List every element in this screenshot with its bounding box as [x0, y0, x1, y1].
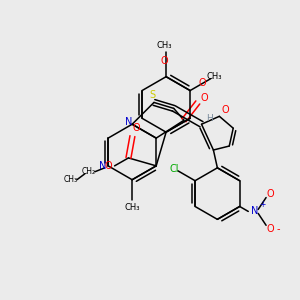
Text: N: N	[250, 206, 258, 216]
Text: O: O	[133, 123, 140, 133]
Text: -: -	[276, 224, 280, 234]
Text: CH₃: CH₃	[64, 175, 78, 184]
Text: O: O	[266, 224, 274, 234]
Text: CH₃: CH₃	[156, 41, 172, 50]
Text: H: H	[206, 114, 213, 123]
Text: O: O	[199, 78, 206, 88]
Text: O: O	[266, 189, 274, 199]
Text: N: N	[124, 117, 132, 127]
Text: S: S	[149, 89, 155, 100]
Text: CH₃: CH₃	[207, 72, 222, 81]
Text: Cl: Cl	[169, 164, 179, 174]
Text: N: N	[98, 161, 106, 171]
Text: O: O	[160, 56, 168, 66]
Text: O: O	[221, 105, 229, 116]
Text: +: +	[259, 200, 265, 209]
Text: CH₂: CH₂	[82, 167, 96, 176]
Text: O: O	[105, 161, 112, 171]
Text: O: O	[201, 94, 208, 103]
Text: CH₃: CH₃	[124, 203, 140, 212]
